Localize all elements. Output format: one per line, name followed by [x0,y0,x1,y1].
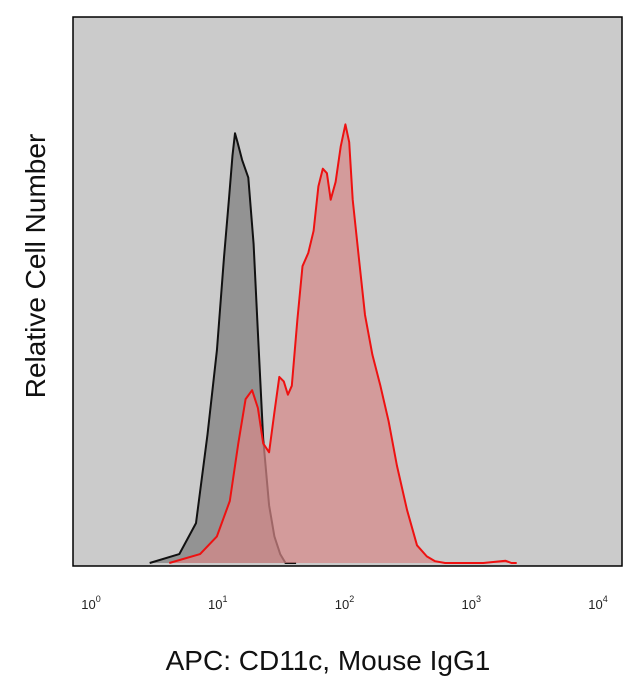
series-layer [149,123,517,564]
plot-frame [72,16,623,567]
series-2-area [169,124,517,564]
x-tick-label-2: 102 [335,594,354,612]
x-axis-ticks: 100 101 102 103 104 [81,594,607,612]
x-tick-label-3: 103 [462,594,481,612]
series-2-line [169,123,517,564]
y-axis-title: Relative Cell Number [20,134,51,399]
x-tick-label-1: 101 [208,594,227,612]
x-tick-label-4: 104 [588,594,607,612]
x-axis-title: APC: CD11c, Mouse IgG1 [166,645,491,676]
x-tick-label-0: 100 [81,594,100,612]
